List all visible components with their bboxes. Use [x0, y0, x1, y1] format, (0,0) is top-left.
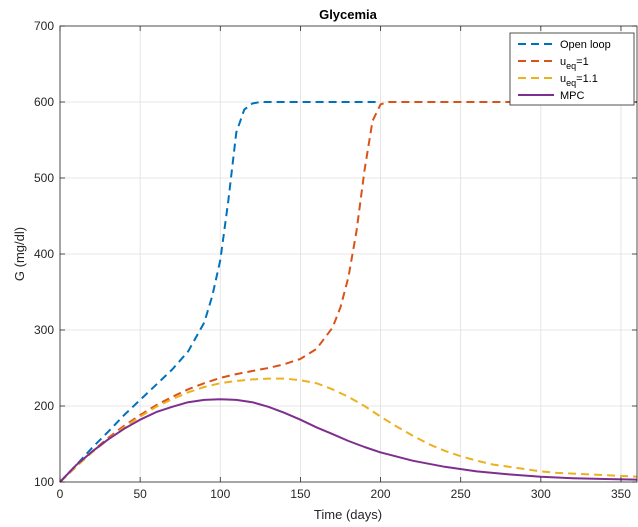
legend-entry-label: ueq=1	[560, 56, 589, 71]
y-axis-label: G (mg/dl)	[12, 227, 27, 281]
x-tick-label: 350	[611, 487, 631, 501]
y-tick-label: 600	[34, 95, 54, 109]
x-tick-label: 50	[133, 487, 147, 501]
y-tick-label: 100	[34, 475, 54, 489]
legend-box	[509, 32, 635, 106]
x-tick-label: 0	[57, 487, 64, 501]
chart-title: Glycemia	[319, 7, 378, 22]
axis-ticks: 0 50 100 150 200 250 300 350 100 200 300 400 500 600 7…	[34, 19, 637, 501]
legend-entry-label: Open loop	[560, 39, 611, 51]
y-tick-label: 200	[34, 399, 54, 413]
series-line-open-loop	[59, 101, 381, 483]
legend-entry-label: ueq=1.1	[560, 73, 598, 88]
series-line-u-eq-1-1	[59, 377, 638, 483]
y-tick-label: 500	[34, 171, 54, 185]
legend-entry-label: MPC	[560, 90, 585, 102]
legend: Open loop ueq=1 ueq=1.1 MPC	[509, 32, 635, 106]
x-tick-label: 250	[451, 487, 471, 501]
x-axis-label: Time (days)	[314, 507, 382, 522]
x-tick-label: 100	[210, 487, 230, 501]
x-tick-label: 200	[371, 487, 391, 501]
series-line-mpc	[59, 398, 638, 483]
x-tick-label: 150	[290, 487, 310, 501]
y-tick-label: 300	[34, 323, 54, 337]
y-tick-label: 700	[34, 19, 54, 33]
y-tick-label: 400	[34, 247, 54, 261]
series-lines	[59, 101, 638, 483]
x-tick-label: 300	[531, 487, 551, 501]
series-line-u-eq-1	[59, 101, 637, 483]
